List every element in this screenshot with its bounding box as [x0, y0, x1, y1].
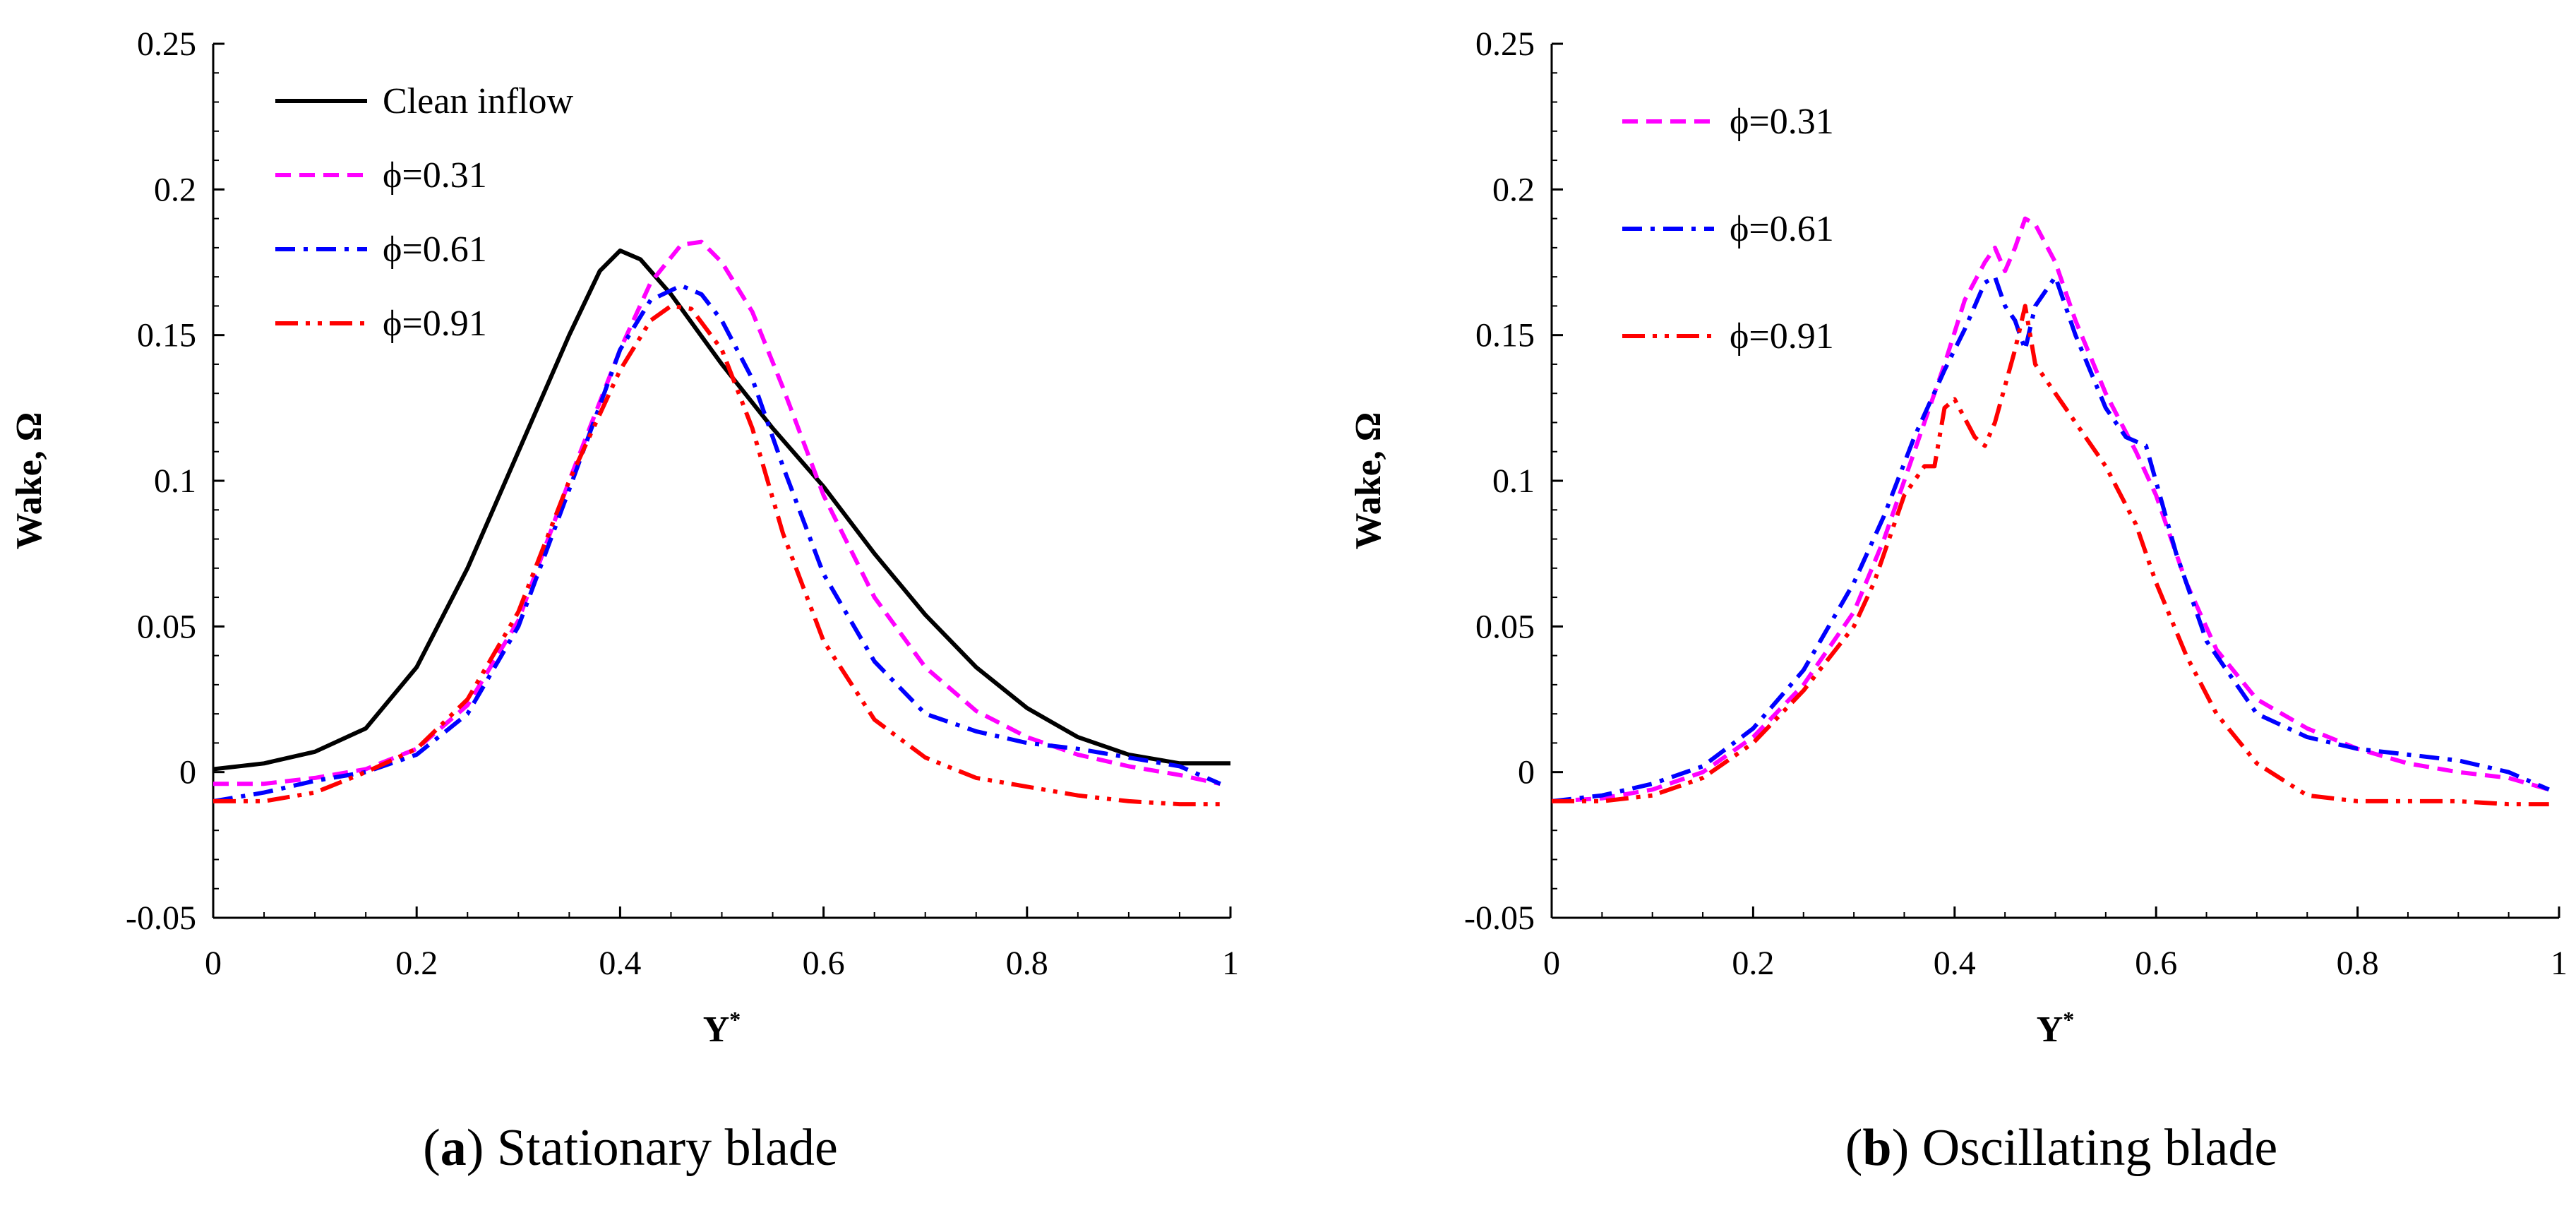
y-tick-label: 0.25: [1475, 25, 1535, 63]
y-tick-label: 0.2: [1492, 171, 1535, 208]
series-line-2: [213, 283, 1221, 803]
y-tick-label: 0: [179, 754, 196, 791]
legend-label-3: ϕ=0.91: [383, 304, 487, 344]
caption-text: Stationary blade: [497, 1119, 838, 1177]
legend-label-1: ϕ=0.61: [1730, 209, 1834, 249]
x-tick-label: 0.2: [395, 945, 438, 982]
y-tick-label: 0.15: [137, 317, 196, 354]
x-axis-title-main: Y: [703, 1010, 730, 1050]
series-line-1: [213, 239, 1221, 786]
series-line-2: [1552, 304, 2549, 807]
y-axis-title: Wake, Ω: [9, 412, 49, 550]
x-tick-label: 0.8: [1006, 945, 1048, 982]
x-tick-label: 1: [1222, 945, 1239, 982]
x-tick-label: 0.2: [1732, 945, 1774, 982]
caption-letter: b: [1862, 1119, 1891, 1177]
caption-paren-close: ): [467, 1119, 497, 1177]
y-tick-label: 0.05: [1475, 608, 1535, 645]
y-tick-label: -0.05: [1464, 899, 1535, 937]
caption-paren-open: (: [1845, 1119, 1863, 1177]
caption-text: Oscillating blade: [1922, 1119, 2277, 1177]
y-tick-label: 0.15: [1475, 317, 1535, 354]
x-tick-label: 1: [2551, 945, 2568, 982]
caption-letter: a: [441, 1119, 467, 1177]
y-axis-title: Wake, Ω: [1348, 412, 1389, 550]
x-axis-title-sup: *: [729, 1007, 741, 1032]
y-tick-label: 0.25: [137, 25, 196, 63]
legend-label-0: Clean inflow: [383, 81, 574, 121]
y-tick-label: 0.2: [154, 171, 196, 208]
legend-label-1: ϕ=0.31: [383, 155, 487, 196]
x-axis-title-main: Y: [2037, 1010, 2063, 1050]
series-line-3: [213, 304, 1221, 807]
panel-caption: (b) Oscillating blade: [1845, 1119, 2277, 1177]
caption-paren-open: (: [423, 1119, 441, 1177]
series-line-0: [213, 249, 1230, 772]
series-line-0: [1552, 216, 2550, 803]
x-tick-label: 0.6: [803, 945, 845, 982]
x-tick-label: 0.4: [599, 945, 641, 982]
x-axis-title-sup: *: [2063, 1007, 2074, 1032]
y-tick-label: 0.1: [154, 462, 196, 500]
series-line-1: [1552, 275, 2550, 803]
x-tick-label: 0: [205, 945, 222, 982]
caption-paren-close: ): [1892, 1119, 1922, 1177]
y-tick-label: 0.1: [1492, 462, 1535, 500]
x-tick-label: 0.6: [2135, 945, 2177, 982]
x-tick-label: 0: [1543, 945, 1560, 982]
x-tick-label: 0.8: [2337, 945, 2379, 982]
y-tick-label: -0.05: [126, 899, 196, 937]
x-axis-title: Y*: [703, 1007, 741, 1050]
x-axis-title: Y*: [2037, 1007, 2075, 1050]
y-tick-label: 0.05: [137, 608, 196, 645]
legend-label-2: ϕ=0.91: [1730, 316, 1834, 357]
legend-label-2: ϕ=0.61: [383, 229, 487, 270]
legend-label-0: ϕ=0.31: [1730, 102, 1834, 142]
y-tick-label: 0: [1518, 754, 1535, 791]
x-tick-label: 0.4: [1934, 945, 1976, 982]
panel-caption: (a) Stationary blade: [423, 1119, 838, 1177]
